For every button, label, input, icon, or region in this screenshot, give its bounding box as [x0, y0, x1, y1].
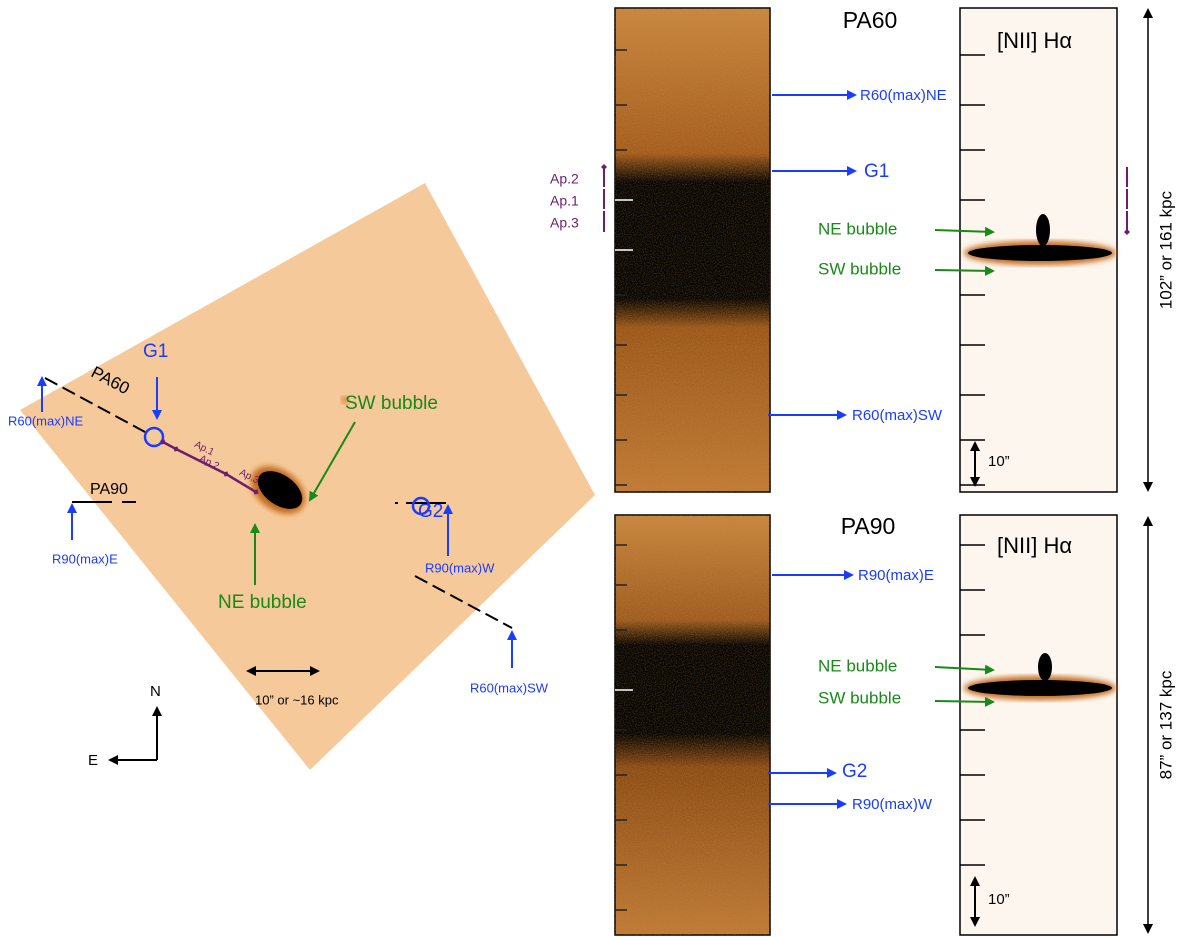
panel-title: PA60 — [843, 7, 898, 33]
label: Ap.3 — [550, 215, 579, 231]
label: Ap.2 — [550, 171, 579, 187]
label: R60(max)NE — [860, 87, 947, 104]
label: 87” or 137 kpc — [1156, 670, 1175, 779]
figure: G1 PA60 R60(max)NE Ap.1 Ap.2 Ap.3 PA90 R… — [0, 0, 1191, 937]
label: R60(max)NE — [8, 413, 83, 428]
label: SW bubble — [818, 259, 901, 278]
panel-title: PA90 — [841, 513, 896, 539]
label: R90(max)W — [852, 796, 933, 813]
label: PA90 — [90, 481, 128, 498]
pa90-panel: PA90 [NII] Hα R90(max)E NE bubble SW bub… — [615, 513, 1175, 935]
pa60-panel: PA60 [NII] Hα R60(max)NE G1 R60(max)SW A… — [550, 7, 1175, 492]
label: 10” — [988, 891, 1010, 908]
label: G2 — [418, 501, 443, 522]
label: N — [150, 683, 161, 700]
label: 10” — [988, 453, 1010, 470]
panel-label: [NII] Hα — [997, 533, 1072, 558]
label: R60(max)SW — [470, 680, 549, 695]
label: SW bubble — [818, 688, 901, 707]
page: G1 PA60 R60(max)NE Ap.1 Ap.2 Ap.3 PA90 R… — [0, 0, 1191, 937]
label: Ap.1 — [550, 193, 579, 209]
label: G2 — [842, 761, 867, 782]
label: G1 — [143, 341, 168, 362]
label: NE bubble — [818, 219, 897, 238]
label: R90(max)W — [425, 560, 495, 575]
label: NE bubble — [818, 656, 897, 675]
label: SW bubble — [345, 393, 438, 414]
label: NE bubble — [218, 592, 307, 613]
label: R90(max)E — [858, 567, 934, 584]
label: R60(max)SW — [852, 407, 943, 424]
label: R90(max)E — [52, 551, 118, 566]
label: G1 — [864, 161, 889, 182]
label: 10” or ~16 kpc — [255, 692, 339, 707]
label: E — [88, 752, 98, 769]
panel-label: [NII] Hα — [997, 28, 1072, 53]
label: 102” or 161 kpc — [1156, 190, 1175, 309]
